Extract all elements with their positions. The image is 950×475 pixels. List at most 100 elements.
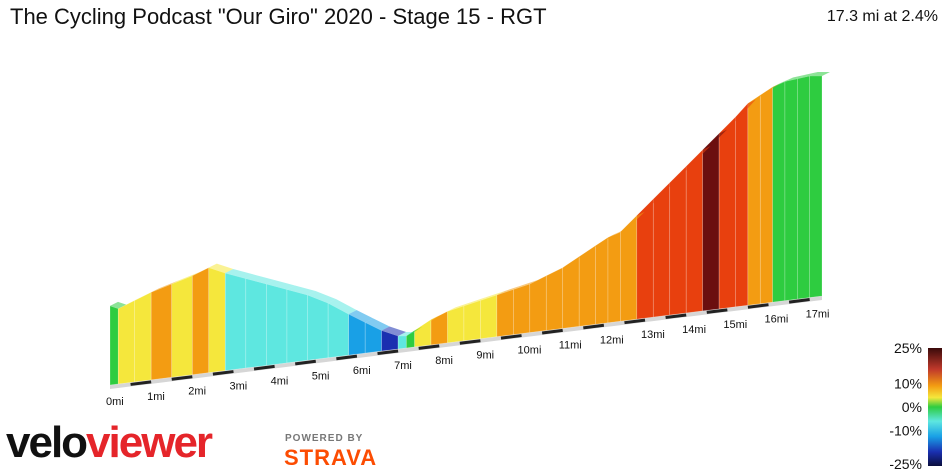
distance-scale-segment	[377, 349, 399, 356]
gradient-band	[669, 165, 687, 316]
gradient-band	[562, 256, 580, 329]
distance-tick-label: 12mi	[600, 334, 624, 346]
gradient-band	[607, 231, 621, 324]
powered-by-label: POWERED BY	[285, 433, 364, 444]
profile-top-lip	[636, 195, 662, 216]
profile-top-lip	[772, 77, 793, 87]
gradient-legend-label: 0%	[902, 399, 922, 415]
gradient-band	[245, 278, 267, 369]
gradient-band	[718, 116, 736, 310]
gradient-band	[192, 267, 210, 376]
profile-top-lip	[431, 307, 456, 320]
profile-top-lip	[225, 269, 254, 279]
gradient-band	[620, 214, 638, 322]
distance-tick-label: 15mi	[723, 319, 747, 331]
gradient-band	[430, 310, 448, 346]
gradient-band	[759, 86, 773, 305]
distance-tick-label: 7mi	[394, 360, 412, 372]
distance-tick-label: 14mi	[682, 324, 706, 336]
distance-scale-segment	[295, 359, 316, 366]
page-title: The Cycling Podcast "Our Giro" 2020 - St…	[10, 4, 547, 29]
profile-top-lip	[307, 290, 337, 304]
gradient-band	[529, 275, 547, 333]
profile-top-lip	[447, 301, 472, 312]
distance-tick-label: 8mi	[435, 355, 453, 367]
profile-top-lip	[463, 296, 489, 306]
gradient-legend-label: 10%	[894, 375, 922, 391]
gradient-band	[747, 94, 761, 306]
distance-tick-label: 3mi	[229, 381, 247, 393]
profile-top-lip	[328, 299, 357, 315]
profile-top-lip	[784, 74, 806, 82]
distance-scale-segment	[624, 318, 646, 325]
gradient-band	[784, 78, 798, 301]
distance-scale-segment	[253, 364, 275, 371]
profile-top-lip	[735, 99, 756, 118]
distance-scale-segment	[541, 328, 563, 335]
profile-top-lip	[245, 274, 275, 284]
profile-top-lip	[562, 252, 588, 268]
gradient-band	[685, 149, 703, 314]
gradient-band	[702, 132, 720, 312]
gradient-band	[545, 267, 564, 331]
distance-tick-label: 6mi	[353, 365, 371, 377]
profile-top-lip	[702, 129, 728, 150]
profile-top-lip	[110, 301, 127, 309]
veloviewer-logo: veloviewer	[6, 418, 213, 467]
gradient-band	[772, 81, 786, 303]
profile-top-lip	[513, 280, 538, 290]
profile-top-lip	[286, 285, 316, 295]
distance-scale-segment	[788, 298, 810, 304]
profile-top-lip	[669, 162, 695, 183]
gradient-band	[447, 305, 465, 344]
distance-scale-segment	[171, 375, 193, 381]
profile-top-lip	[529, 271, 555, 284]
gradient-band	[414, 319, 432, 348]
distance-tick-label: 11mi	[559, 339, 582, 351]
gradient-bands	[109, 75, 823, 386]
gradient-band	[134, 291, 152, 383]
profile-top-lip	[406, 326, 423, 336]
profile-top-lip	[192, 263, 217, 276]
profile-top-lip	[686, 145, 711, 167]
distance-axis: 0mi 1mi 2mi 3mi 4mi 5mi 6mi 7mi 8mi 9mi 10mi 11mi 12…	[106, 298, 830, 408]
gradient-band	[117, 299, 135, 385]
gradient-band	[735, 102, 749, 308]
distance-scale-segment	[212, 370, 234, 376]
distance-scale-segment	[459, 339, 481, 345]
profile-top-lip	[797, 72, 818, 79]
gradient-band	[208, 267, 226, 373]
distance-scale-segment	[336, 354, 358, 361]
distance-tick-label: 17mi	[806, 309, 830, 321]
distance-tick-label: 0mi	[106, 396, 124, 408]
gradient-band	[109, 305, 119, 386]
gradient-band	[171, 275, 193, 378]
ride-summary: 17.3 mi at 2.4%	[826, 8, 938, 25]
distance-tick-label: 4mi	[271, 375, 289, 387]
distance-tick-label: 1mi	[147, 391, 165, 403]
distance-tick-label: 2mi	[188, 386, 206, 398]
profile-top-lip	[381, 326, 407, 336]
profile-top-lip	[579, 241, 604, 257]
strava-logo: STRAVA	[284, 445, 378, 470]
profile-top-lip	[348, 310, 374, 323]
gradient-band	[797, 75, 810, 300]
gradient-band	[150, 283, 173, 381]
profile-top-lip	[151, 280, 180, 293]
gradient-band	[513, 283, 531, 335]
distance-tick-label: 10mi	[518, 345, 542, 357]
gradient-legend-label: -10%	[889, 423, 922, 439]
distance-scale-segment	[747, 303, 769, 309]
profile-top-lip	[809, 72, 830, 76]
gradient-legend-label: -25%	[889, 456, 922, 472]
profile-top-lip	[398, 332, 415, 336]
gradient-legend-label: 25%	[894, 340, 922, 356]
gradient-band	[595, 236, 609, 325]
profile-top-lip	[266, 280, 295, 290]
distance-tick-label: 16mi	[764, 314, 788, 326]
distance-tick-label: 5mi	[312, 370, 330, 382]
profile-top-lip	[719, 113, 744, 134]
distance-scale-segment	[583, 323, 605, 330]
distance-scale-segment	[130, 380, 152, 386]
